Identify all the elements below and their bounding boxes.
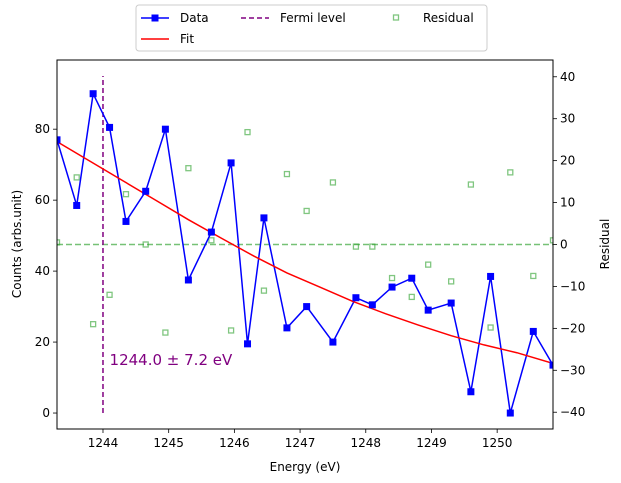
residual-point [549,237,553,244]
data-point [244,340,252,348]
data-point [106,123,114,131]
x-axis-label: Energy (eV) [270,460,341,474]
y2-axis-label: Residual [598,219,612,270]
residual-point [507,169,514,176]
y2-tick-label: 20 [560,154,575,168]
residual-point [122,191,130,198]
legend-label-fermi-level: Fermi level [280,11,346,25]
residual-point [227,327,235,334]
data-point [207,228,215,236]
residual-point [244,128,251,136]
y2-tick-label: −10 [560,279,585,293]
data-point [142,187,150,195]
data-point [184,276,192,284]
data-point [368,301,376,309]
residual-point [106,291,113,298]
data-point [260,214,268,222]
y2-tick-label: 40 [560,70,575,84]
residual-point [303,207,310,215]
data-series-line [57,91,553,414]
residual-point [208,237,215,244]
residual-point [57,239,61,246]
residual-point [467,181,475,188]
residual-point [185,165,192,172]
residual-point [89,321,97,328]
residual-point [162,329,169,336]
residual-point [369,243,376,250]
x-tick-label: 1245 [153,436,184,450]
residual-point [408,293,415,301]
y-tick-label: 0 [42,406,50,420]
x-tick-label: 1249 [416,436,447,450]
legend: Data Fit Fermi level Residual [135,4,488,52]
x-tick-label: 1248 [350,436,381,450]
data-point [408,274,416,282]
data-point [122,217,130,225]
data-point [506,409,514,417]
legend-residual-marker [392,14,400,21]
data-point [447,299,455,307]
y2-tick-label: 10 [560,196,575,210]
legend-label-data: Data [180,11,209,25]
y-tick-label: 20 [35,335,50,349]
data-point [487,272,495,280]
fermi-annotation: 1244.0 ± 7.2 eV [110,351,233,369]
x-tick-label: 1250 [482,436,513,450]
y-tick-label: 80 [35,122,50,136]
legend-entry-data: Data [141,11,209,25]
residual-point [530,272,537,280]
residual-point [352,243,360,250]
data-point [73,201,81,209]
y2-tick-label: −40 [560,405,585,419]
legend-label-residual: Residual [423,11,474,25]
legend-box [135,4,488,52]
data-point [89,90,97,98]
residual-point [260,287,268,294]
data-point [161,125,169,133]
legend-data-marker [151,14,159,22]
legend-label-fit: Fit [180,32,194,46]
fit-series-line [57,140,553,365]
residual-point [448,278,455,285]
residual-point [425,261,432,268]
legend-entry-fermi-level: Fermi level [241,11,346,25]
x-tick-label: 1244 [88,436,119,450]
data-point [529,327,537,335]
y2-tick-label: 0 [560,238,568,252]
data-point [303,303,311,311]
data-point [352,294,360,302]
plot-area [57,75,553,417]
y2-tick-label: −30 [560,363,585,377]
y2-tick-label: 30 [560,112,575,126]
axes: 1244 1245 1246 1247 1248 1249 1250 0 20 40 60 80 −40… [35,59,585,450]
data-point [283,324,291,332]
residual-point [329,179,337,186]
y-tick-label: 40 [35,264,50,278]
y-axis-label: Counts (arbs.unit) [10,190,24,298]
data-point [467,388,475,396]
residual-point [388,274,396,282]
residual-point [142,241,149,248]
residual-point [73,174,80,181]
data-point [227,159,235,167]
data-point [549,361,553,369]
legend-entry-fit: Fit [141,32,194,46]
residual-point [487,324,494,331]
data-point [329,338,337,346]
y2-tick-label: −20 [560,321,585,335]
y-tick-label: 60 [35,193,50,207]
x-tick-label: 1246 [219,436,250,450]
data-point [388,283,396,291]
x-tick-label: 1247 [285,436,316,450]
data-point [424,306,432,314]
legend-entry-residual: Residual [392,11,474,25]
residual-point [283,170,291,178]
data-point [57,136,61,144]
